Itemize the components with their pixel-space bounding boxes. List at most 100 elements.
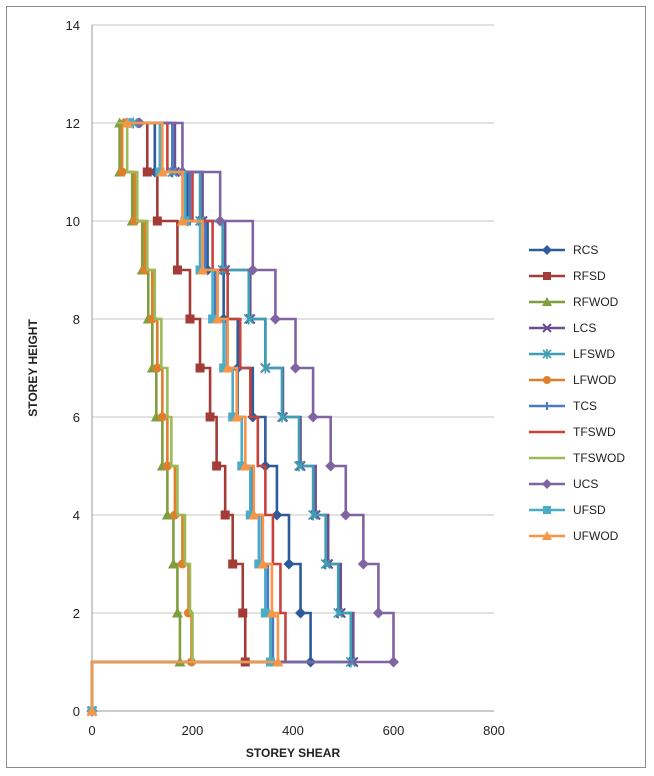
- x-tick-label: 800: [483, 723, 505, 738]
- legend-label: UFWOD: [573, 529, 619, 543]
- data-point: [197, 264, 209, 275]
- data-point: [543, 402, 551, 410]
- legend-item: LCS: [529, 321, 596, 335]
- x-tick-label: 0: [88, 723, 95, 738]
- legend-label: RCS: [573, 243, 598, 257]
- tick-labels: 0 2 4 6 8 10 12 14 0 200 400 600 800: [66, 18, 505, 738]
- series-tfswod: [90, 121, 194, 711]
- data-point: [248, 509, 260, 520]
- y-tick-label: 0: [73, 704, 80, 719]
- data-point: [542, 323, 552, 333]
- y-tick-label: 14: [66, 18, 80, 33]
- legend-item: TFSWD: [529, 425, 616, 439]
- x-tick-label: 400: [282, 723, 304, 738]
- legend-label: LFWOD: [573, 373, 617, 387]
- data-point: [276, 411, 288, 423]
- data-point: [237, 461, 247, 471]
- x-tick-label: 600: [383, 723, 405, 738]
- data-point: [205, 412, 215, 422]
- legend-item: UFSD: [529, 503, 606, 517]
- data-point: [167, 558, 179, 569]
- legend: RCS RFSD RFWOD LCS LFSWD LFWOD TCS TFSWD TFSWOD U…: [529, 243, 625, 543]
- legend-item: TCS: [529, 399, 597, 413]
- data-point: [254, 559, 264, 569]
- data-point: [260, 608, 270, 618]
- data-point: [228, 559, 238, 569]
- y-tick-label: 12: [66, 116, 80, 131]
- legend-label: TFSWOD: [573, 451, 625, 465]
- y-tick-label: 10: [66, 214, 80, 229]
- data-point: [195, 363, 205, 373]
- data-point: [542, 349, 552, 359]
- data-point: [152, 363, 162, 373]
- data-point: [272, 656, 284, 667]
- series-ucs: [86, 117, 399, 717]
- data-point: [542, 531, 552, 540]
- data-point: [208, 314, 218, 324]
- y-tick-label: 8: [73, 312, 80, 327]
- data-point: [214, 215, 226, 227]
- legend-item: RFSD: [529, 269, 606, 283]
- legend-label: UCS: [573, 477, 598, 491]
- series-line: [90, 121, 194, 711]
- x-axis-title: STOREY SHEAR: [246, 746, 341, 760]
- series-ufwod: [86, 117, 284, 716]
- data-point: [340, 509, 352, 521]
- series-group: [86, 117, 399, 717]
- legend-label: LFSWD: [573, 347, 615, 361]
- legend-item: TFSWOD: [529, 451, 625, 465]
- data-point: [283, 558, 295, 570]
- data-point: [185, 314, 195, 324]
- data-point: [142, 167, 152, 177]
- chart-canvas: 0 2 4 6 8 10 12 14 0 200 400 600 800 STOREY SHEAR ST…: [26, 18, 625, 760]
- data-point: [543, 506, 551, 514]
- data-point: [333, 607, 344, 619]
- data-point: [247, 264, 259, 276]
- data-point: [357, 558, 369, 570]
- data-point: [121, 117, 133, 128]
- data-point: [295, 607, 307, 619]
- x-tick-label: 200: [182, 723, 204, 738]
- data-point: [222, 362, 234, 373]
- data-point: [161, 509, 173, 520]
- data-point: [269, 313, 281, 325]
- data-point: [266, 607, 278, 618]
- data-point: [220, 510, 230, 520]
- data-point: [245, 510, 255, 520]
- data-point: [542, 297, 552, 306]
- data-point: [257, 558, 269, 569]
- chart-frame: 0 2 4 6 8 10 12 14 0 200 400 600 800 STOREY SHEAR ST…: [6, 6, 646, 768]
- data-point: [243, 313, 254, 325]
- legend-item: RCS: [529, 243, 598, 257]
- data-point: [162, 461, 172, 471]
- legend-label: TCS: [573, 399, 597, 413]
- data-point: [320, 558, 331, 570]
- legend-item: LFSWD: [529, 347, 615, 361]
- data-point: [293, 460, 305, 472]
- data-point: [239, 460, 251, 471]
- y-tick-label: 6: [73, 410, 80, 425]
- legend-label: UFSD: [573, 503, 606, 517]
- data-point: [290, 362, 302, 374]
- data-point: [260, 362, 271, 374]
- data-point: [388, 656, 399, 668]
- legend-label: RFWOD: [573, 295, 619, 309]
- legend-item: LFWOD: [529, 373, 617, 387]
- data-point: [212, 313, 224, 324]
- data-point: [543, 376, 551, 384]
- data-point: [231, 411, 243, 422]
- data-point: [372, 607, 384, 619]
- y-tick-label: 4: [73, 508, 80, 523]
- data-point: [152, 216, 162, 226]
- data-point: [219, 363, 229, 373]
- legend-label: LCS: [573, 321, 596, 335]
- data-point: [176, 215, 188, 226]
- legend-label: TFSWD: [573, 425, 616, 439]
- data-point: [172, 265, 182, 275]
- data-point: [212, 461, 222, 471]
- y-axis-title: STOREY HEIGHT: [26, 319, 40, 417]
- data-point: [156, 166, 168, 177]
- data-point: [171, 607, 183, 618]
- data-point: [238, 608, 248, 618]
- data-point: [86, 705, 98, 716]
